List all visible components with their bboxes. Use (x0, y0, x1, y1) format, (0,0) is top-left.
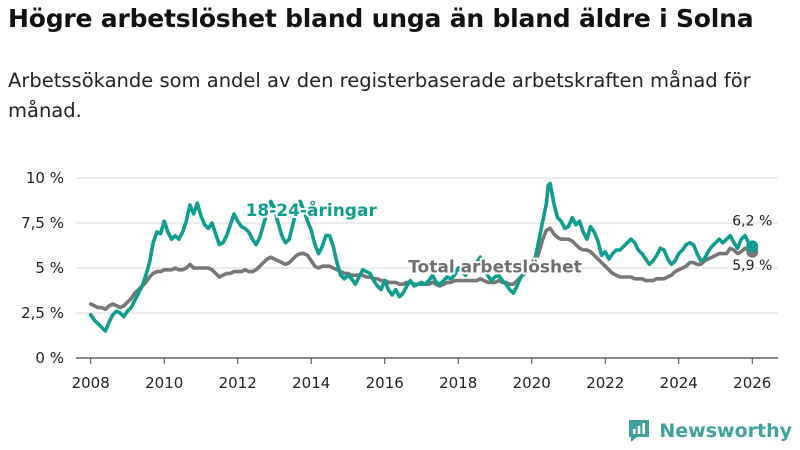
y-tick-label: 10 % (26, 169, 64, 187)
y-tick-label: 7,5 % (21, 214, 64, 232)
x-tick-label: 2026 (733, 374, 771, 392)
end-value-label-total: 5,9 % (732, 258, 772, 274)
newsworthy-logo-text: Newsworthy (659, 420, 792, 442)
chart-subtitle: Arbetssökande som andel av den registerb… (8, 69, 751, 122)
x-tick-label: 2016 (366, 374, 404, 392)
series-layer (88, 181, 759, 333)
end-marker-18-24 (746, 240, 759, 253)
x-tick-label: 2008 (72, 374, 110, 392)
y-tick-label: 0 % (35, 349, 64, 367)
x-tick-label: 2022 (586, 374, 624, 392)
y-tick-label: 2,5 % (21, 304, 64, 322)
x-tick-label: 2024 (660, 374, 698, 392)
x-tick-label: 2018 (439, 374, 477, 392)
x-tick-label: 2014 (292, 374, 330, 392)
x-tick-label: 2012 (219, 374, 257, 392)
series-label-18-24: 18-24-åringar (246, 199, 378, 221)
chart-title: Högre arbetslöshet bland unga än bland ä… (8, 4, 754, 33)
newsworthy-logo[interactable]: Newsworthy (627, 418, 792, 444)
label-layer: 0 % 2,5 % 5 % 7,5 % 10 % 2008 2010 2012 2014 2016… (21, 169, 772, 392)
newsworthy-logo-icon (629, 420, 650, 442)
y-tick-label: 5 % (35, 259, 64, 277)
x-tick-label: 2020 (513, 374, 551, 392)
series-label-total: Total arbetslöshet (408, 258, 582, 278)
end-value-label-18-24: 6,2 % (732, 214, 772, 230)
x-tick-label: 2010 (145, 374, 183, 392)
series-line-18-24 (88, 181, 755, 333)
